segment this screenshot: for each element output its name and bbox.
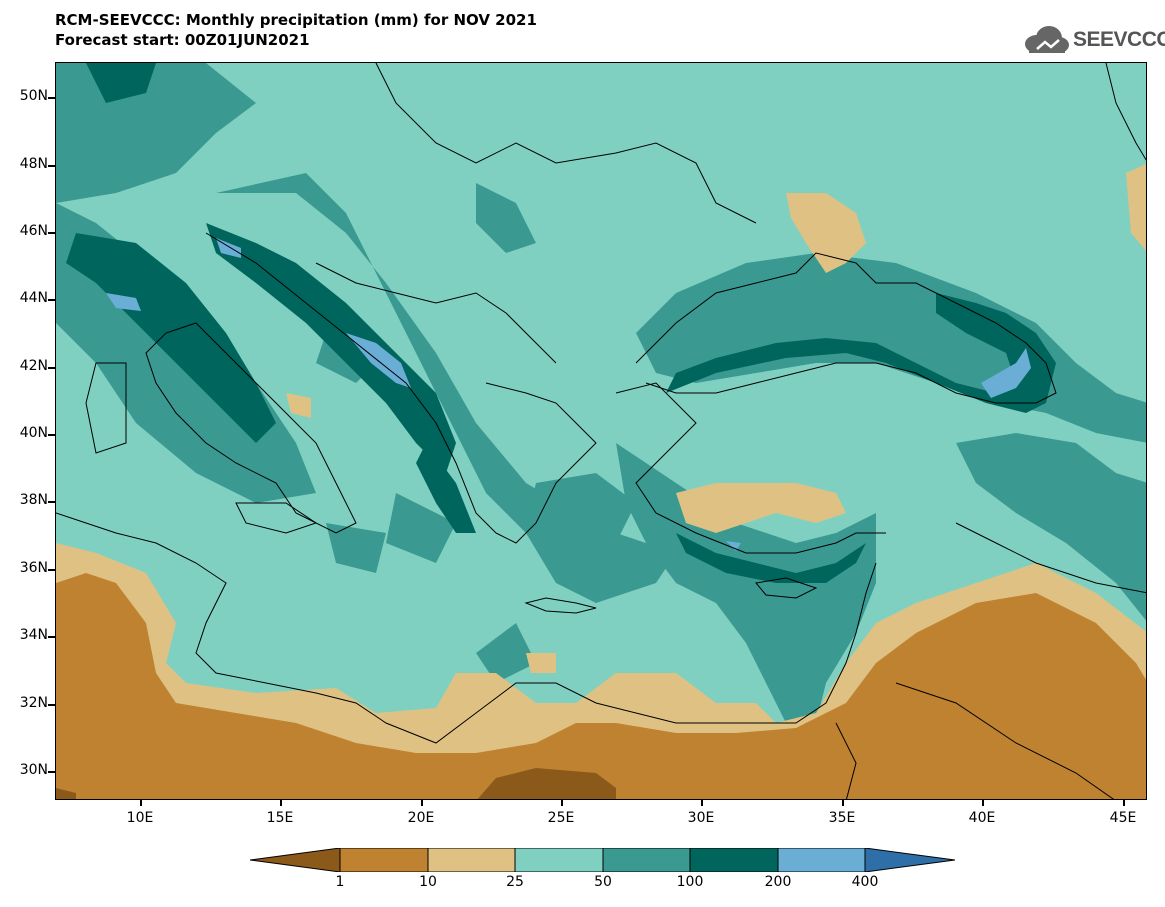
title-line-2: Forecast start: 00Z01JUN2021 xyxy=(55,31,310,49)
lon-label-15e: 15E xyxy=(266,810,294,826)
precipitation-map xyxy=(55,62,1147,800)
zone-below-1 xyxy=(56,768,616,799)
lat-tick xyxy=(48,434,55,436)
colorbar-label-25: 25 xyxy=(506,874,524,890)
colorbar-segment-above-400 xyxy=(864,848,955,872)
title-line-1: RCM-SEEVCCC: Monthly precipitation (mm) … xyxy=(55,11,537,29)
lon-label-35e: 35E xyxy=(828,810,856,826)
colorbar-label-10: 10 xyxy=(419,874,437,890)
lat-label-48n: 48N xyxy=(19,156,48,172)
lat-label-32n: 32N xyxy=(19,695,48,711)
lat-label-50n: 50N xyxy=(19,88,48,104)
lat-tick xyxy=(48,771,55,773)
colorbar-label-400: 400 xyxy=(851,874,879,890)
lon-label-30e: 30E xyxy=(687,810,715,826)
lon-label-40e: 40E xyxy=(968,810,996,826)
lat-label-34n: 34N xyxy=(19,627,48,643)
lon-label-45e: 45E xyxy=(1109,810,1137,826)
cloud-icon xyxy=(1025,26,1069,53)
lon-tick xyxy=(842,800,844,806)
lat-label-36n: 36N xyxy=(19,560,48,576)
lat-tick xyxy=(48,299,55,301)
lat-tick xyxy=(48,501,55,503)
lat-label-46n: 46N xyxy=(19,223,48,239)
lat-label-30n: 30N xyxy=(19,762,48,778)
lon-tick xyxy=(280,800,282,806)
lon-label-10e: 10E xyxy=(126,810,154,826)
coastlines xyxy=(56,63,1146,799)
map-title: RCM-SEEVCCC: Monthly precipitation (mm) … xyxy=(55,10,537,50)
lat-tick xyxy=(48,165,55,167)
lon-label-20e: 20E xyxy=(407,810,435,826)
colorbar-label-100: 100 xyxy=(676,874,704,890)
lon-tick xyxy=(701,800,703,806)
zone-100-200 xyxy=(66,63,1056,583)
zone-1-10 xyxy=(56,573,1146,799)
lat-tick xyxy=(48,704,55,706)
lon-tick xyxy=(982,800,984,806)
colorbar xyxy=(250,848,955,872)
colorbar-segment-below-1 xyxy=(250,848,341,872)
lat-tick xyxy=(48,636,55,638)
colorbar-segment-10-25 xyxy=(427,848,516,872)
colorbar-label-1: 1 xyxy=(335,874,345,890)
colorbar-segment-200-400 xyxy=(777,848,866,872)
logo-text: SEEVCCC xyxy=(1073,28,1165,51)
lat-tick xyxy=(48,569,55,571)
colorbar-segment-1-10 xyxy=(339,848,429,872)
lat-label-38n: 38N xyxy=(19,492,48,508)
lon-tick xyxy=(1123,800,1125,806)
colorbar-label-50: 50 xyxy=(594,874,612,890)
lat-tick xyxy=(48,367,55,369)
colorbar-label-200: 200 xyxy=(764,874,792,890)
lat-label-44n: 44N xyxy=(19,290,48,306)
lat-label-40n: 40N xyxy=(19,425,48,441)
map-canvas xyxy=(56,63,1146,799)
colorbar-segment-100-200 xyxy=(689,848,779,872)
lat-tick xyxy=(48,97,55,99)
lon-tick xyxy=(421,800,423,806)
lon-tick xyxy=(140,800,142,806)
seevccc-logo: SEEVCCC xyxy=(1021,22,1165,58)
lat-tick xyxy=(48,232,55,234)
lat-label-42n: 42N xyxy=(19,358,48,374)
colorbar-segment-50-100 xyxy=(602,848,691,872)
colorbar-segment-25-50 xyxy=(514,848,604,872)
lon-label-25e: 25E xyxy=(547,810,575,826)
lon-tick xyxy=(561,800,563,806)
